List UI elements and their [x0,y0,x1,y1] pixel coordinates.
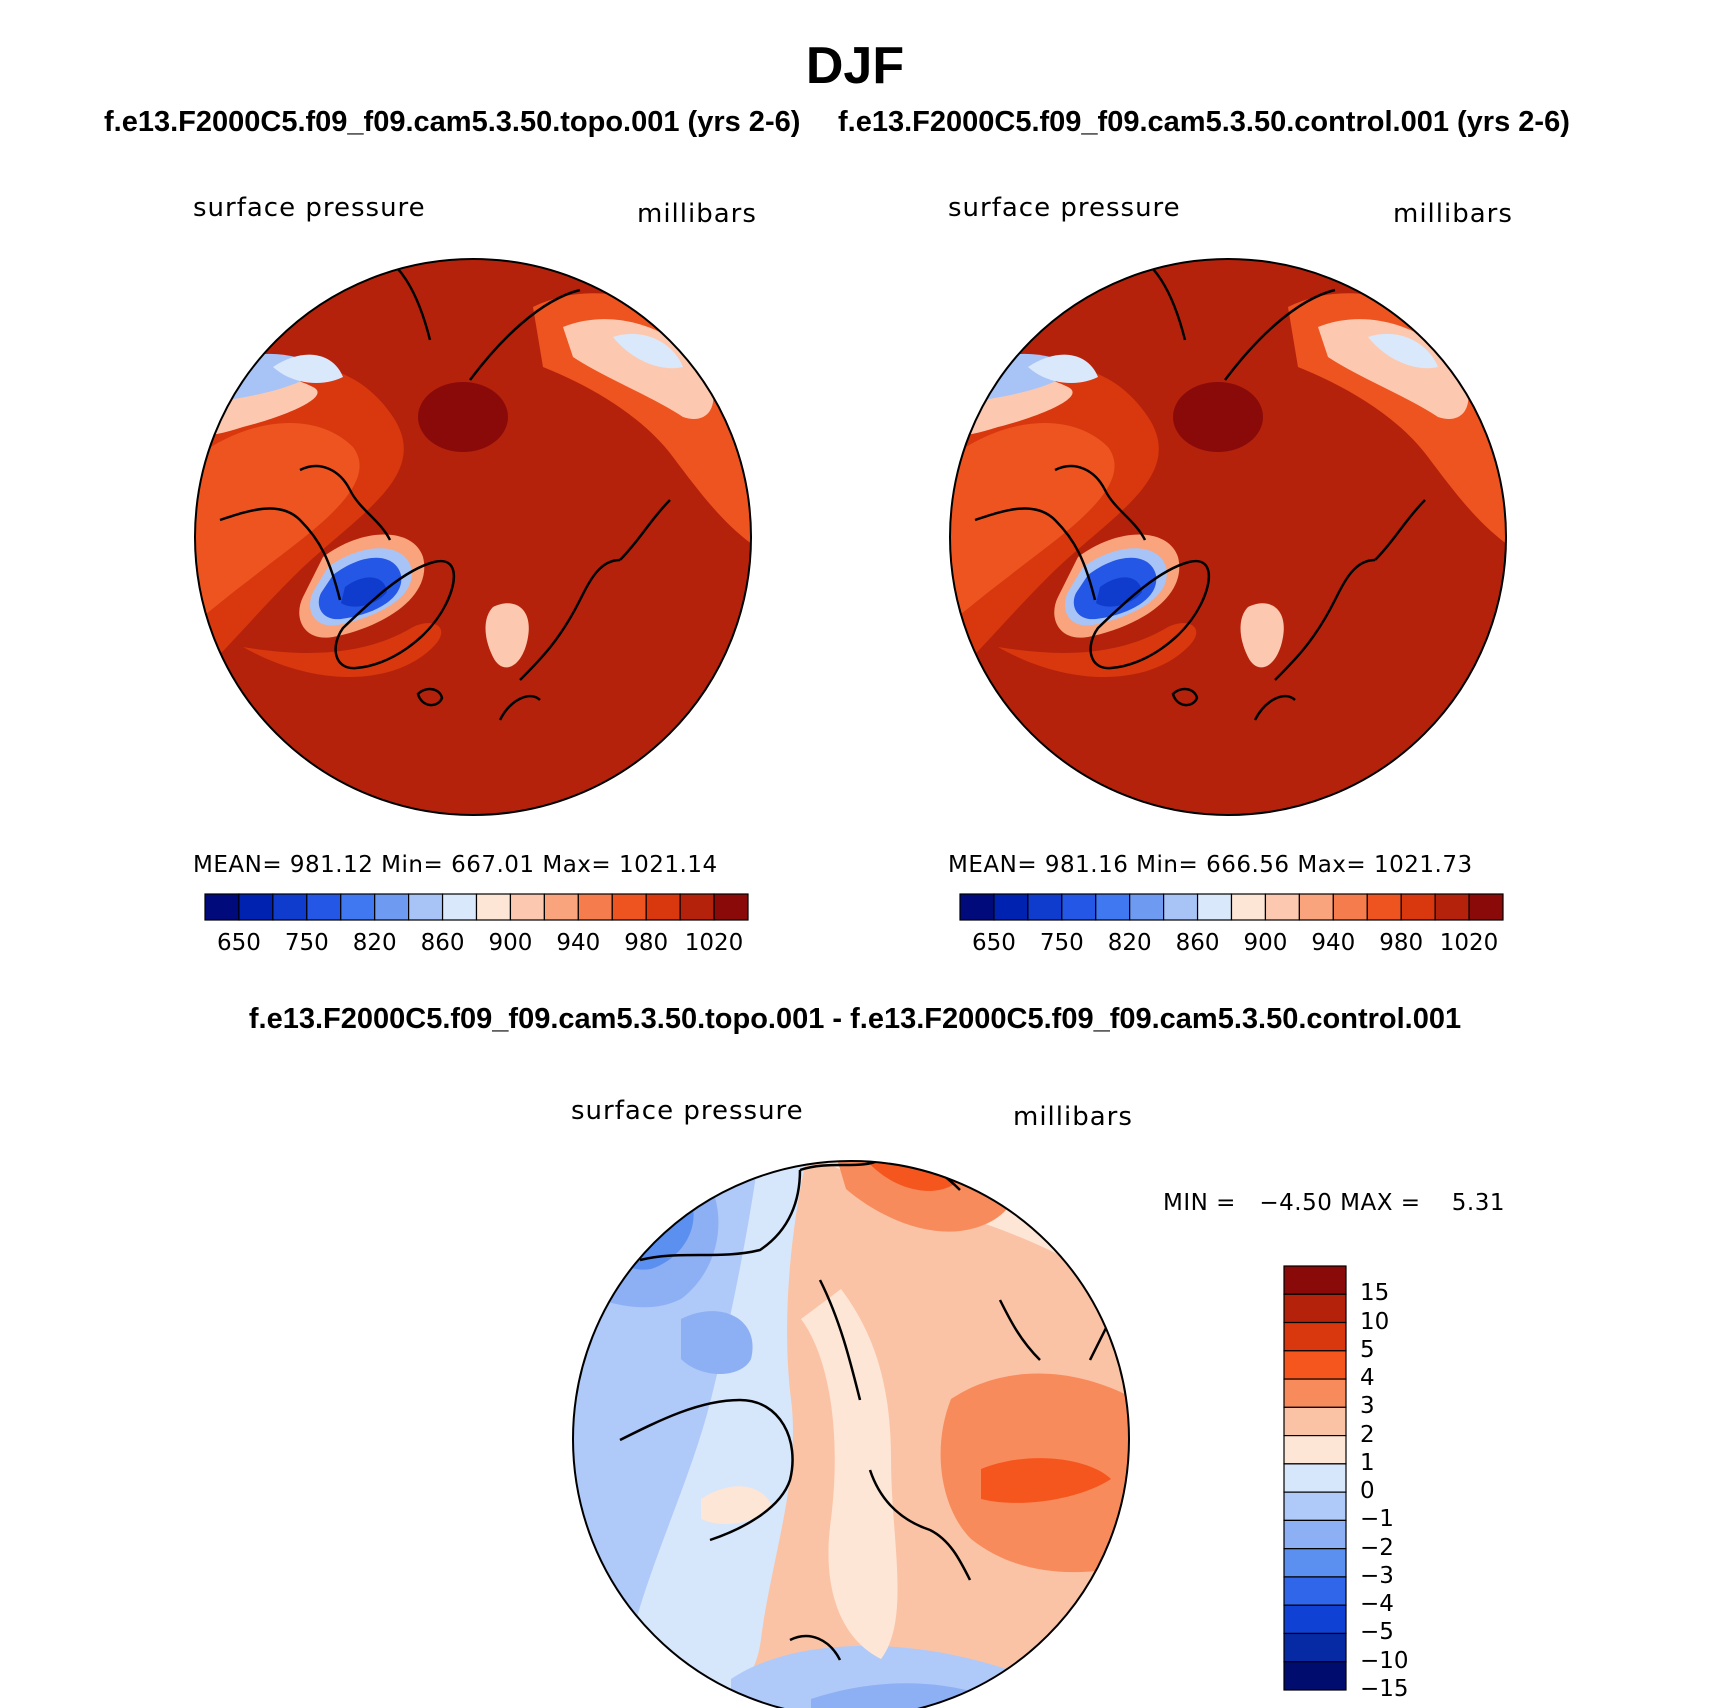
panel-a-colorbar-swatch-1 [238,893,274,921]
diff-colorbar-swatch-5 [1283,1406,1347,1437]
diff-units: millibars [1013,1102,1133,1132]
figure-title: DJF [805,37,905,95]
panel-a-colorbar-swatch-14 [679,893,715,921]
panel-b-colorbar-swatch-7 [1196,893,1233,921]
panel-b-colorbar-swatch-11 [1332,893,1368,921]
case-a-title: f.e13.F2000C5.f09_f09.cam5.3.50.topo.001… [104,106,801,138]
panel-a-colorbar-swatch-8 [475,893,512,921]
panel-a-colorbar-tick-label: 650 [216,930,261,956]
diff-colorbar-swatch-14 [1283,1661,1347,1691]
diff-colorbar-swatch-13 [1283,1632,1347,1663]
panel-a-colorbar-swatch-15 [713,893,749,921]
panel-b-colorbar-tick-label: 1020 [1439,930,1499,956]
panel-b-colorbar-tick-label: 750 [1039,930,1084,956]
diff-colorbar-tick-label: −5 [1360,1619,1394,1646]
panel-b-colorbar-swatch-8 [1230,893,1267,921]
diff-variable: surface pressure [571,1096,804,1126]
panel-b-colorbar-swatch-1 [993,893,1029,921]
panel-b-colorbar-tick-label: 940 [1311,930,1356,956]
diff-colorbar-swatch-11 [1283,1576,1347,1606]
diff-colorbar-tick-label: 15 [1360,1280,1390,1307]
panel-a-colorbar-tick-label: 1020 [684,930,744,956]
diff-title: f.e13.F2000C5.f09_f09.cam5.3.50.topo.001… [248,1003,1462,1035]
panel-a-colorbar-swatch-11 [577,893,613,921]
diff-colorbar-tick-label: −1 [1360,1506,1394,1533]
panel-b-colorbar-swatch-14 [1434,893,1470,921]
diff-map [572,1160,1130,1708]
panel-a-colorbar-swatch-2 [272,893,308,921]
panel-b-colorbar-swatch-2 [1027,893,1063,921]
panel-b-colorbar-tick-label: 650 [971,930,1016,956]
panel-a-colorbar-tick-label: 860 [420,930,465,956]
diff-colorbar-tick-label: −15 [1360,1676,1409,1702]
diff-colorbar-tick-label: 5 [1360,1336,1375,1363]
panel-a-colorbar-swatch-12 [611,893,647,921]
diff-colorbar-swatch-0 [1283,1265,1347,1295]
diff-colorbar-swatch-1 [1283,1293,1347,1324]
panel-b-colorbar-swatch-10 [1298,893,1334,921]
diff-colorbar-tick-label: −3 [1360,1562,1394,1589]
panel-b-stats: MEAN= 981.16 Min= 666.56 Max= 1021.73 [948,852,1473,878]
panel-a-colorbar-tick-label: 980 [624,930,669,956]
panel-b-colorbar-swatch-15 [1468,893,1504,921]
panel-a-colorbar-tick-label: 820 [352,930,397,956]
diff-colorbar-tick-label: 4 [1360,1365,1375,1392]
panel-b-colorbar-swatch-6 [1163,893,1199,921]
diff-colorbar-swatch-8 [1283,1491,1347,1521]
panel-a-colorbar-swatch-9 [509,893,545,921]
diff-colorbar-swatch-6 [1283,1434,1347,1465]
diff-colorbar-swatch-4 [1283,1378,1347,1408]
diff-colorbar-tick-label: 3 [1360,1393,1375,1420]
panel-a-colorbar-tick-label: 750 [284,930,329,956]
panel-a-colorbar-tick-label: 940 [556,930,601,956]
panel-a-variable: surface pressure [193,193,426,223]
panel-b-colorbar-swatch-13 [1400,893,1436,921]
panel-a-colorbar-swatch-7 [441,893,478,921]
diff-colorbar [1283,1265,1347,1691]
panel-a-colorbar-swatch-3 [306,893,342,921]
panel-b-colorbar-swatch-9 [1264,893,1300,921]
diff-colorbar-tick-label: 0 [1360,1478,1375,1505]
panel-a-colorbar-swatch-10 [543,893,579,921]
diff-colorbar-swatch-7 [1283,1463,1347,1493]
diff-colorbar-tick-label: 1 [1360,1449,1375,1476]
diff-colorbar-tick-label: −10 [1360,1647,1409,1674]
panel-a-colorbar-swatch-6 [408,893,444,921]
panel-b-colorbar-swatch-4 [1095,893,1131,921]
panel-a-colorbar-swatch-0 [204,893,240,921]
diff-colorbar-swatch-2 [1283,1321,1347,1352]
panel-b-colorbar [959,893,1504,921]
panel-a-colorbar-swatch-5 [374,893,410,921]
panel-b-colorbar-tick-label: 900 [1243,930,1288,956]
diff-colorbar-swatch-10 [1283,1548,1347,1578]
case-b-title: f.e13.F2000C5.f09_f09.cam5.3.50.control.… [838,106,1570,138]
diff-colorbar-swatch-12 [1283,1604,1347,1635]
panel-a-colorbar-tick-label: 900 [488,930,533,956]
panel-b-colorbar-tick-label: 820 [1107,930,1152,956]
diff-stats: MIN = −4.50 MAX = 5.31 [1163,1190,1506,1216]
panel-b-colorbar-swatch-5 [1129,893,1165,921]
diff-colorbar-tick-label: −2 [1360,1534,1394,1561]
panel-b-colorbar-swatch-3 [1061,893,1097,921]
panel-a-units: millibars [637,199,757,229]
panel-a-colorbar-swatch-13 [645,893,681,921]
diff-colorbar-tick-label: 10 [1360,1308,1390,1335]
panel-a-colorbar-swatch-4 [340,893,376,921]
diff-colorbar-swatch-9 [1283,1519,1347,1550]
panel-a-colorbar [204,893,749,921]
panel-b-colorbar-swatch-12 [1366,893,1402,921]
diff-colorbar-tick-label: −4 [1360,1591,1394,1618]
diff-colorbar-swatch-3 [1283,1350,1347,1380]
panel-b-colorbar-swatch-0 [959,893,995,921]
panel-a-stats: MEAN= 981.12 Min= 667.01 Max= 1021.14 [193,852,718,878]
panel-b-variable: surface pressure [948,193,1181,223]
panel-b-colorbar-tick-label: 860 [1175,930,1220,956]
diff-colorbar-tick-label: 2 [1360,1421,1375,1448]
panel-b-colorbar-tick-label: 980 [1379,930,1424,956]
panel-a-map [194,258,752,816]
panel-b-map [949,258,1507,816]
panel-b-units: millibars [1393,199,1513,229]
